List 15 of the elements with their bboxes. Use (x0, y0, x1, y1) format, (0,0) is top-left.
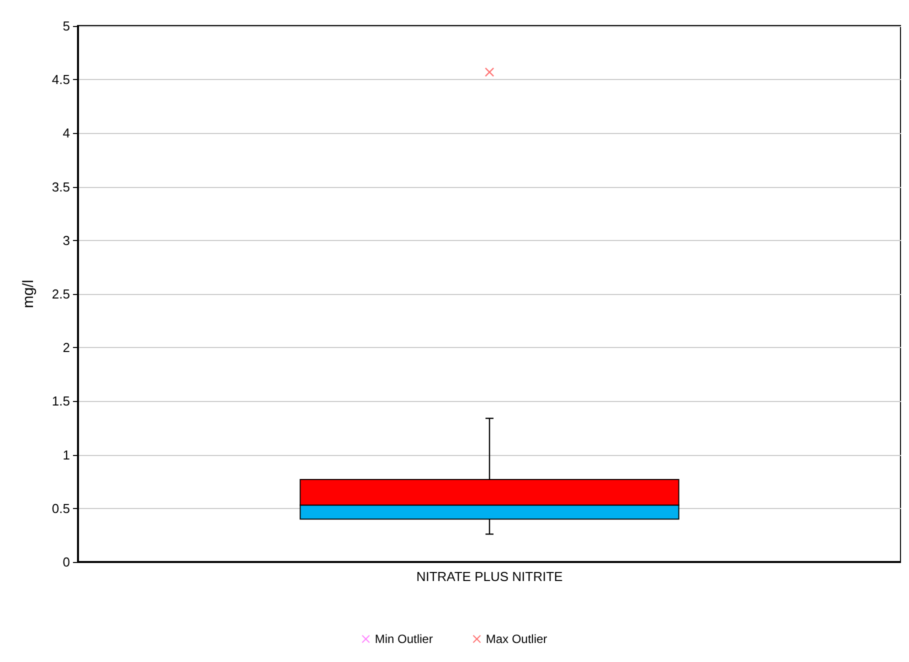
y-tick-label: 5 (62, 18, 70, 34)
y-tick-label: 1 (62, 447, 70, 462)
legend-label: Max Outlier (486, 632, 548, 646)
legend-label: Min Outlier (374, 632, 433, 646)
y-tick-label: 1.5 (52, 394, 70, 409)
y-tick-label: 3 (62, 232, 70, 248)
y-tick-label: 2.5 (52, 286, 70, 302)
y-tick-label: 4 (62, 126, 70, 141)
y-axis-title: mg/l (20, 280, 37, 308)
y-tick-label: 0.5 (52, 500, 70, 516)
y-tick-label: 4.5 (52, 72, 70, 88)
y-tick-label: 0 (62, 554, 70, 570)
y-tick-label: 2 (62, 340, 70, 356)
y-tick-label: 3.5 (52, 179, 70, 194)
x-tick-label: NITRATE PLUS NITRITE (416, 569, 564, 584)
